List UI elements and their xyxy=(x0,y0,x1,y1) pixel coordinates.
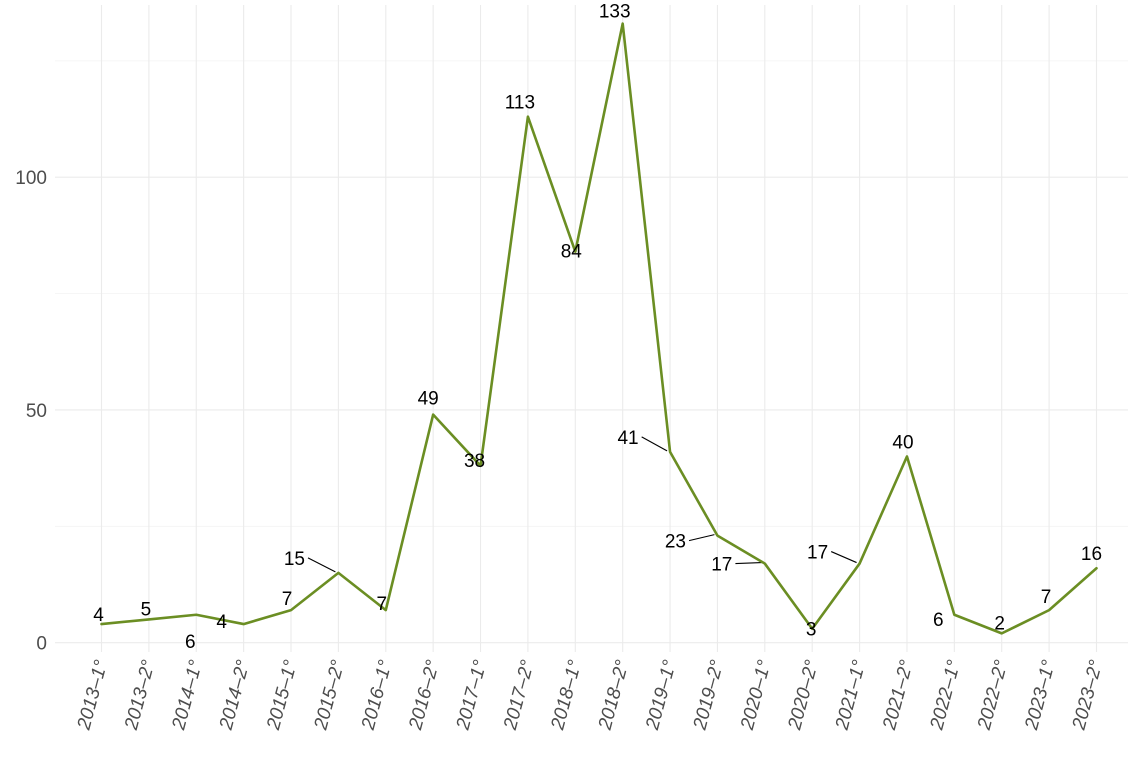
data-label: 38 xyxy=(464,451,485,472)
data-label: 133 xyxy=(599,2,631,23)
x-tick-label: 2015–2° xyxy=(310,657,349,732)
x-tick-label: 2021–1° xyxy=(831,657,870,732)
data-label: 2 xyxy=(994,613,1005,634)
data-label: 7 xyxy=(282,589,293,610)
y-tick-label: 100 xyxy=(15,168,47,189)
data-label: 5 xyxy=(141,599,152,620)
data-label: 49 xyxy=(418,389,439,410)
label-leader-lines xyxy=(229,436,857,624)
x-tick-label: 2013–2° xyxy=(121,657,160,732)
data-label: 40 xyxy=(892,433,913,454)
x-tick-label: 2022–2° xyxy=(974,657,1013,732)
x-tick-label: 2017–2° xyxy=(500,657,539,732)
x-tick-label: 2020–2° xyxy=(784,657,823,732)
x-tick-label: 2014–2° xyxy=(216,657,255,732)
data-label: 3 xyxy=(806,620,817,641)
y-tick-label: 50 xyxy=(26,401,47,422)
data-label: 41 xyxy=(617,428,638,449)
label-leader-line xyxy=(641,436,668,452)
y-tick-label: 0 xyxy=(36,634,47,655)
data-label: 17 xyxy=(711,555,732,576)
data-label: 17 xyxy=(807,543,828,564)
data-label: 84 xyxy=(561,242,583,263)
x-tick-label: 2017–1° xyxy=(452,657,491,732)
data-label: 4 xyxy=(216,612,227,633)
label-leader-line xyxy=(688,534,715,542)
x-tick-label: 2018–1° xyxy=(547,657,586,732)
x-axis-ticks: 2013–1° 2013–2° 2014–1° 2014–2° 2015–1° 2015–… xyxy=(73,657,1107,732)
grid xyxy=(55,5,1128,652)
x-tick-label: 2023–1° xyxy=(1021,657,1060,732)
data-label: 7 xyxy=(376,594,387,615)
x-tick-label: 2021–2° xyxy=(879,657,918,732)
x-tick-label: 2016–1° xyxy=(358,657,397,732)
x-tick-label: 2014–1° xyxy=(168,657,207,732)
label-leader-line xyxy=(735,562,762,565)
data-label: 6 xyxy=(933,610,944,631)
data-label: 16 xyxy=(1081,544,1102,565)
data-label: 4 xyxy=(93,605,104,626)
x-tick-label: 2022–1° xyxy=(926,657,965,732)
x-tick-label: 2020–1° xyxy=(737,657,776,732)
x-tick-label: 2013–1° xyxy=(73,657,112,732)
x-tick-label: 2019–1° xyxy=(642,657,681,732)
data-label: 113 xyxy=(505,93,535,114)
x-tick-label: 2018–2° xyxy=(595,657,634,732)
x-tick-label: 2019–2° xyxy=(689,657,728,732)
data-label: 23 xyxy=(665,532,686,553)
data-label: 15 xyxy=(284,549,305,570)
x-tick-label: 2016–2° xyxy=(405,657,444,732)
data-label: 7 xyxy=(1041,587,1052,608)
series-line xyxy=(100,22,1098,635)
label-leader-line xyxy=(830,551,857,564)
x-tick-label: 2015–1° xyxy=(263,657,302,732)
data-label: 6 xyxy=(185,632,196,653)
y-axis-ticks: 0 50 100 xyxy=(15,168,47,654)
x-tick-label: 2023–2° xyxy=(1068,657,1107,732)
label-leader-line xyxy=(307,557,336,573)
